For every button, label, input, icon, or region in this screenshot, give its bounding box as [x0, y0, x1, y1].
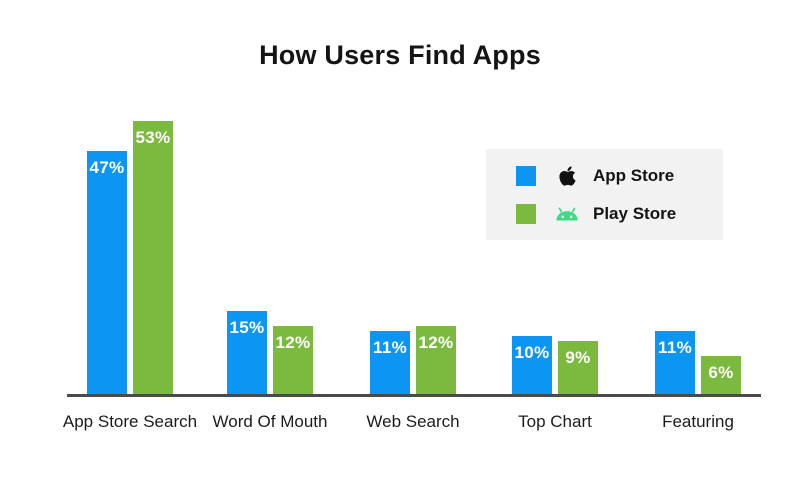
bar-play-store-featuring: 6% [701, 356, 741, 394]
x-axis-label-featuring: Featuring [662, 412, 734, 431]
bar-value-label: 11% [373, 338, 407, 357]
bar-value-label: 47% [89, 158, 125, 177]
bar-app-store-web-search: 11% [370, 331, 410, 394]
x-axis-label-app-store-search: App Store Search [62, 412, 198, 431]
bar-value-label: 10% [514, 343, 550, 362]
chart-title: How Users Find Apps [259, 40, 541, 70]
bar-app-store-top-chart: 10% [512, 336, 552, 394]
legend-item-app-store: App Store [516, 165, 723, 187]
app-store-color-swatch [516, 166, 536, 187]
bar-value-label: 15% [229, 318, 265, 337]
legend-label-play-store: Play Store [593, 203, 677, 223]
bar-value-label: 12% [418, 333, 454, 352]
play-store-color-swatch [516, 203, 536, 224]
bar-play-store-web-search: 12% [416, 326, 456, 394]
legend: App Store Play Store [486, 149, 723, 240]
bar-play-store-app-store-search: 53% [133, 121, 173, 394]
bar-value-label: 53% [135, 128, 171, 147]
bar-value-label: 9% [565, 348, 591, 367]
bar-value-label: 12% [275, 333, 311, 352]
x-axis-label-web-search: Web Search [366, 412, 460, 431]
x-axis-label-word-of-mouth: Word Of Mouth [212, 412, 328, 431]
bar-app-store-featuring: 11% [655, 331, 695, 394]
bar-play-store-top-chart: 9% [558, 341, 598, 394]
bar-app-store-app-store-search: 47% [87, 151, 127, 394]
legend-label-app-store: App Store [593, 166, 675, 186]
apple-logo-icon [553, 165, 581, 187]
bar-app-store-word-of-mouth: 15% [227, 311, 267, 394]
legend-item-play-store: Play Store [516, 203, 723, 224]
x-axis-label-top-chart: Top Chart [518, 412, 592, 431]
android-robot-icon [553, 206, 581, 222]
x-axis-line [67, 394, 761, 397]
bar-play-store-word-of-mouth: 12% [273, 326, 313, 394]
bar-value-label: 11% [658, 338, 692, 357]
bar-value-label: 6% [708, 363, 734, 382]
